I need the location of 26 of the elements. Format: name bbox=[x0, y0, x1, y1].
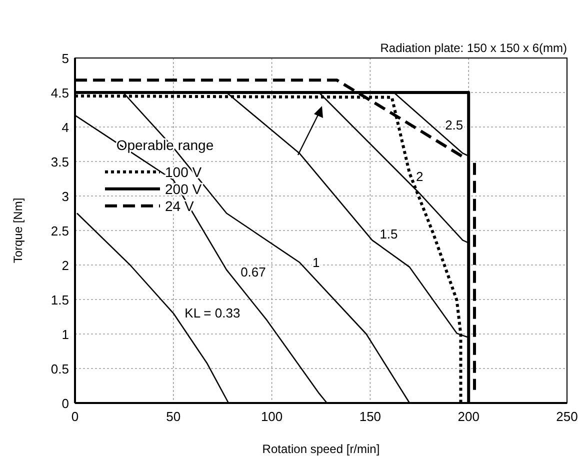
series-label: 1.5 bbox=[380, 226, 398, 242]
series-label: 2.5 bbox=[445, 118, 464, 133]
series-label: 1 bbox=[312, 254, 320, 270]
x-axis-title: Rotation speed [r/min] bbox=[262, 442, 380, 456]
y-tick-label: 3 bbox=[62, 189, 69, 204]
y-tick-label: 2 bbox=[62, 258, 69, 273]
series-label: KL = 0.33 bbox=[184, 306, 240, 321]
y-tick-label: 1.5 bbox=[50, 292, 69, 308]
text: Radiation plate: 150 x 150 x 6(mm) bbox=[380, 41, 567, 55]
y-tick-label: 5 bbox=[62, 51, 69, 66]
y-axis-title: Torque [Nm] bbox=[11, 198, 25, 264]
y-tick-label: 0.5 bbox=[50, 362, 69, 376]
x-tick-label: 250 bbox=[556, 409, 578, 424]
x-tick-label: 200 bbox=[458, 409, 480, 424]
y-tick-label: 4 bbox=[62, 120, 69, 135]
y-tick-label: 4.5 bbox=[50, 86, 69, 100]
y-tick-label: 2.5 bbox=[50, 224, 69, 238]
series-label: 2 bbox=[416, 168, 424, 184]
x-tick-label: 0 bbox=[71, 409, 79, 424]
x-tick-label: 100 bbox=[260, 409, 283, 424]
y-tick-label: 3.5 bbox=[50, 154, 69, 170]
series-label: 0.67 bbox=[240, 264, 266, 280]
x-tick-label: 150 bbox=[359, 409, 382, 424]
x-tick-label: 50 bbox=[166, 409, 181, 424]
y-tick-label: 0 bbox=[62, 396, 69, 411]
y-tick-label: 1 bbox=[62, 327, 69, 342]
